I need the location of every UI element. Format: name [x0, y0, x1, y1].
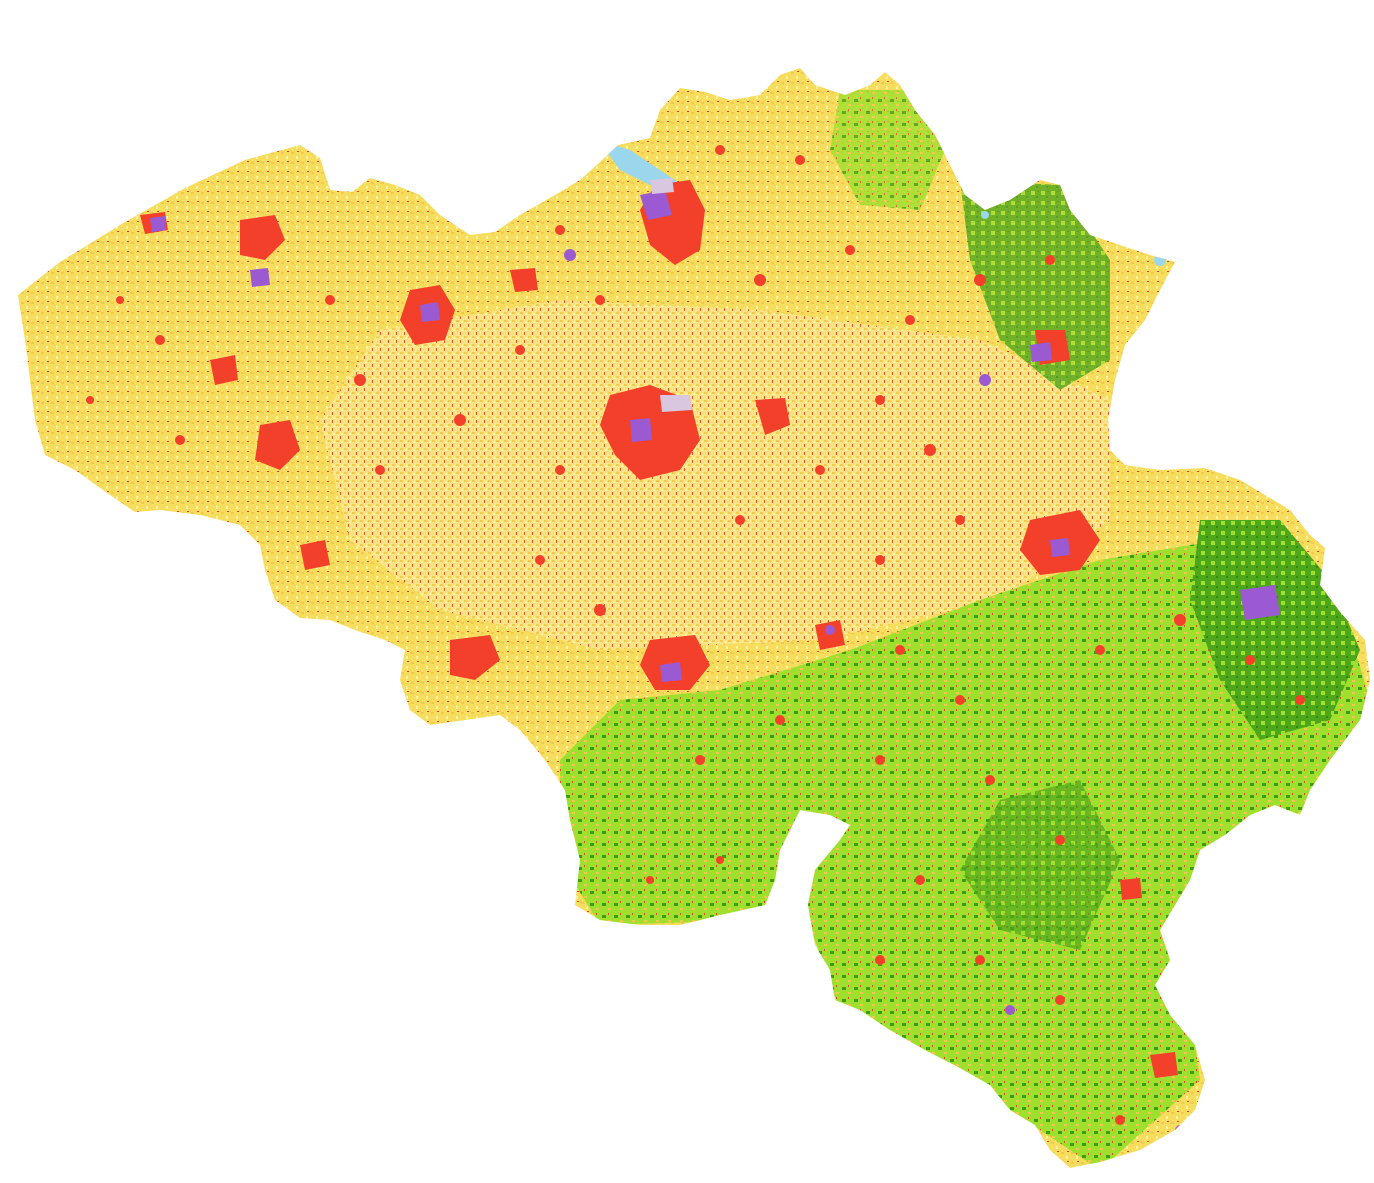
urban-scatter — [86, 145, 1305, 1125]
eifel-dense-forest — [1190, 520, 1360, 740]
city-mons — [450, 635, 500, 680]
sparse-areas — [650, 178, 692, 412]
city-bastogne — [1120, 878, 1142, 900]
city-dendermonde — [510, 268, 538, 292]
city-arlon — [1150, 1052, 1178, 1078]
city-bruges — [240, 215, 285, 260]
city-charleroi — [640, 635, 710, 690]
ardennes-forest-zone — [560, 540, 1370, 1168]
kempen-forest — [960, 180, 1110, 390]
central-plateau-zone — [320, 300, 1110, 650]
north-forest-patch — [830, 90, 945, 210]
chimay-forest-patch — [590, 820, 770, 915]
city-tournai — [300, 540, 330, 570]
industrial-areas — [150, 190, 1280, 1135]
ardennes-dense-patch — [960, 780, 1120, 950]
city-kortrijk — [255, 420, 300, 470]
city-roeselare — [210, 355, 238, 385]
city-leuven — [755, 398, 790, 435]
